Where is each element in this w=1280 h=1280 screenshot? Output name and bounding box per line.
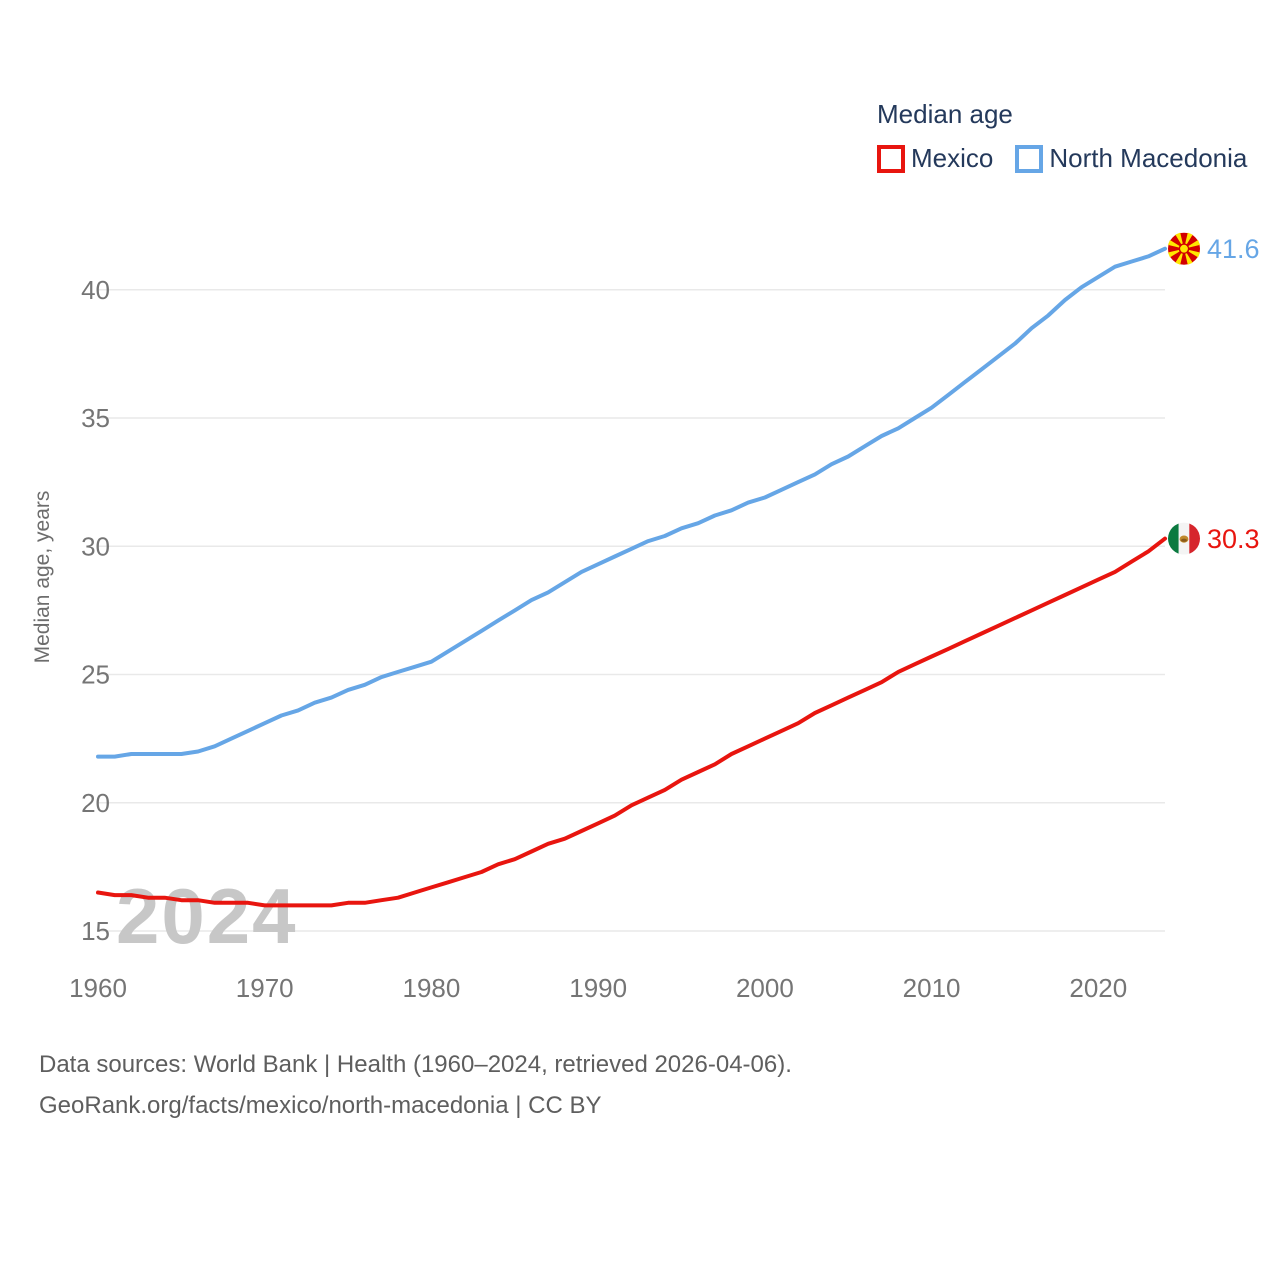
mexico-flag-emblem-base bbox=[1181, 538, 1187, 542]
x-tick-label: 1970 bbox=[236, 973, 294, 1003]
y-tick-label: 35 bbox=[81, 403, 110, 433]
north-macedonia-legend-swatch bbox=[1015, 144, 1044, 173]
mexico-flag-icon bbox=[1168, 522, 1200, 555]
gridlines bbox=[98, 288, 1165, 932]
legend-item-label: Mexico bbox=[911, 143, 994, 173]
series-lines bbox=[96, 246, 1167, 908]
x-tick-label: 1980 bbox=[403, 973, 461, 1003]
footer-link: GeoRank.org/facts/mexico/north-macedonia… bbox=[39, 1092, 602, 1119]
series-line-north-macedonia bbox=[96, 246, 1167, 759]
axis-tick-labels: 15 20 25 30 35 40 1960 1970 1980 1990 2000 2010 2020 bbox=[69, 275, 1127, 1003]
legend-item-north-macedonia[interactable]: North Macedonia bbox=[1015, 143, 1247, 174]
mexico-flag-green-band bbox=[1168, 522, 1179, 555]
series-endcaps: 30.3 41.6 bbox=[1167, 232, 1260, 555]
y-tick-label: 15 bbox=[81, 916, 110, 946]
series-end-value-north-macedonia: 41.6 bbox=[1207, 234, 1260, 264]
mexico-legend-swatch bbox=[877, 144, 905, 173]
x-tick-label: 2020 bbox=[1069, 973, 1127, 1003]
x-tick-label: 2000 bbox=[736, 973, 794, 1003]
north-macedonia-flag-sun bbox=[1178, 243, 1190, 254]
x-tick-label: 1960 bbox=[69, 973, 127, 1003]
legend-item-mexico[interactable]: Mexico bbox=[877, 143, 993, 174]
north-macedonia-flag-icon bbox=[1167, 232, 1201, 265]
footer: Data sources: World Bank | Health (1960–… bbox=[39, 1044, 792, 1126]
legend-items: Mexico North Macedonia bbox=[877, 143, 1247, 174]
y-tick-label: 25 bbox=[81, 660, 110, 690]
y-tick-label: 30 bbox=[81, 531, 110, 561]
legend: Median age Mexico North Macedonia bbox=[877, 99, 1247, 174]
x-tick-label: 2010 bbox=[903, 973, 961, 1003]
watermark-year: 2024 bbox=[116, 872, 298, 960]
series-line-mexico bbox=[96, 536, 1167, 908]
y-axis-title: Median age, years bbox=[31, 490, 54, 664]
footer-sources: Data sources: World Bank | Health (1960–… bbox=[39, 1051, 792, 1078]
y-tick-label: 20 bbox=[81, 788, 110, 818]
watermark-layer: 2024 bbox=[116, 872, 298, 960]
mexico-flag-red-band bbox=[1189, 522, 1200, 555]
y-tick-label: 40 bbox=[81, 275, 110, 305]
legend-item-label: North Macedonia bbox=[1049, 143, 1248, 173]
series-end-value-mexico: 30.3 bbox=[1207, 524, 1260, 554]
x-tick-label: 1990 bbox=[569, 973, 627, 1003]
legend-title: Median age bbox=[877, 99, 1013, 129]
